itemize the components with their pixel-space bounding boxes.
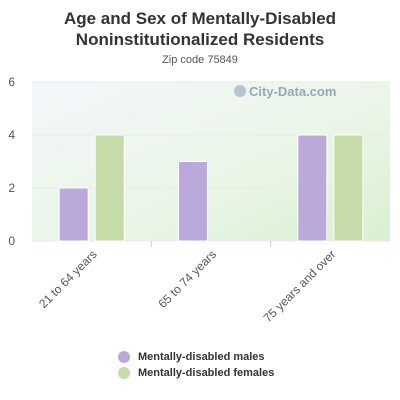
bar-males: [58, 187, 89, 242]
y-tick-label: 0: [8, 234, 15, 248]
y-tick-label: 2: [8, 181, 15, 195]
y-tick-label: 6: [8, 75, 15, 89]
watermark-icon: [234, 85, 246, 97]
legend: Mentally-disabled males Mentally-disable…: [118, 349, 274, 381]
legend-item-males: Mentally-disabled males: [118, 349, 274, 365]
bar-females: [94, 134, 125, 242]
legend-label-females: Mentally-disabled females: [138, 367, 275, 379]
bar-males: [297, 134, 328, 242]
bar-males: [178, 161, 208, 242]
bar-females: [333, 134, 364, 242]
watermark: City-Data.com: [234, 84, 336, 99]
chart-subtitle: Zip code 75849: [162, 54, 238, 66]
y-tick-label: 4: [8, 128, 15, 142]
watermark-text: City-Data.com: [249, 84, 337, 99]
legend-swatch-males: [118, 351, 130, 363]
legend-swatch-females: [118, 367, 130, 379]
legend-item-females: Mentally-disabled females: [118, 365, 274, 381]
chart-title: Age and Sex of Mentally-Disabled Noninsti…: [63, 9, 337, 49]
plot-area: [32, 82, 390, 241]
x-tick-label: 21 to 64 years: [36, 247, 100, 311]
x-tick-label: 65 to 74 years: [155, 247, 219, 311]
x-tick-label: 75 years and over: [261, 247, 339, 325]
legend-label-males: Mentally-disabled males: [138, 351, 265, 363]
